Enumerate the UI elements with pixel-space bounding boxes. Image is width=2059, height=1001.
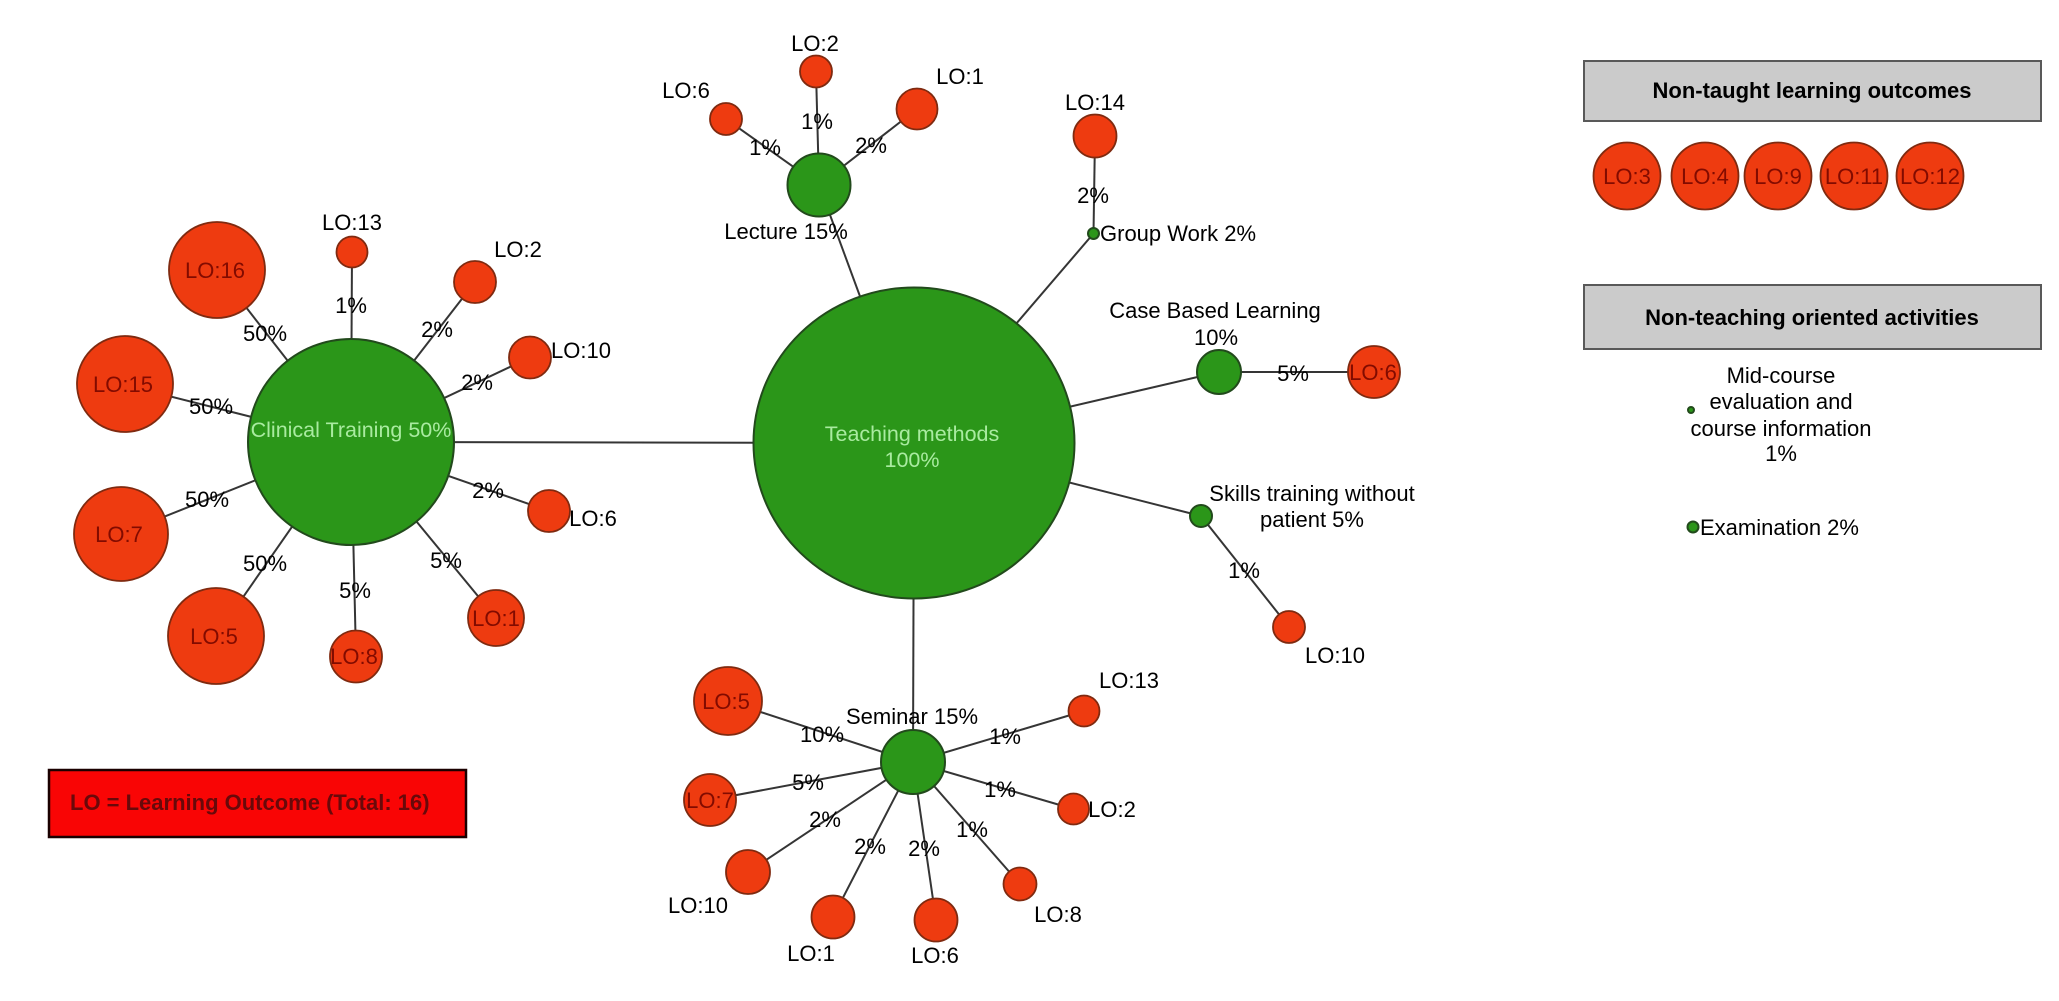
svg-text:5%: 5%: [430, 548, 462, 573]
svg-text:LO:6: LO:6: [569, 506, 617, 531]
svg-text:course information: course information: [1691, 416, 1872, 441]
svg-text:LO:12: LO:12: [1900, 164, 1960, 189]
svg-text:LO:2: LO:2: [1088, 797, 1136, 822]
svg-text:2%: 2%: [461, 370, 493, 395]
svg-text:evaluation and: evaluation and: [1709, 389, 1852, 414]
svg-text:LO:15: LO:15: [93, 372, 153, 397]
svg-text:2%: 2%: [854, 834, 886, 859]
svg-text:1%: 1%: [989, 724, 1021, 749]
svg-text:LO:2: LO:2: [494, 237, 542, 262]
svg-text:50%: 50%: [243, 321, 287, 346]
svg-text:Non-teaching oriented activiti: Non-teaching oriented activities: [1645, 305, 1979, 330]
svg-text:50%: 50%: [243, 551, 287, 576]
svg-text:LO:10: LO:10: [551, 338, 611, 363]
svg-text:2%: 2%: [421, 317, 453, 342]
svg-text:LO:13: LO:13: [322, 210, 382, 235]
svg-text:10%: 10%: [800, 722, 844, 747]
svg-text:LO:1: LO:1: [787, 941, 835, 966]
svg-text:Teaching methods: Teaching methods: [825, 422, 1000, 446]
svg-text:1%: 1%: [749, 135, 781, 160]
svg-text:Clinical Training 50%: Clinical Training 50%: [251, 418, 452, 442]
svg-text:Lecture 15%: Lecture 15%: [724, 219, 848, 244]
svg-text:50%: 50%: [189, 394, 233, 419]
svg-text:2%: 2%: [855, 133, 887, 158]
svg-text:LO:13: LO:13: [1099, 668, 1159, 693]
svg-text:LO:16: LO:16: [185, 258, 245, 283]
svg-text:1%: 1%: [335, 293, 367, 318]
svg-text:LO:2: LO:2: [791, 31, 839, 56]
svg-text:Skills training without: Skills training without: [1209, 481, 1414, 506]
svg-text:LO:7: LO:7: [95, 522, 143, 547]
svg-text:LO:6: LO:6: [1349, 360, 1397, 385]
svg-text:1%: 1%: [984, 777, 1016, 802]
svg-text:5%: 5%: [792, 770, 824, 795]
svg-text:1%: 1%: [956, 817, 988, 842]
svg-text:LO:5: LO:5: [702, 689, 750, 714]
svg-text:100%: 100%: [885, 448, 940, 472]
svg-text:1%: 1%: [1765, 441, 1797, 466]
svg-text:LO:7: LO:7: [686, 788, 734, 813]
svg-text:Examination 2%: Examination 2%: [1700, 515, 1859, 540]
svg-text:LO = Learning Outcome (Total:: LO = Learning Outcome (Total: 16): [70, 790, 430, 815]
svg-text:LO:6: LO:6: [911, 943, 959, 968]
svg-text:Case Based Learning: Case Based Learning: [1109, 298, 1321, 323]
svg-text:50%: 50%: [185, 487, 229, 512]
svg-text:LO:9: LO:9: [1754, 164, 1802, 189]
svg-text:LO:5: LO:5: [190, 624, 238, 649]
svg-text:LO:1: LO:1: [936, 64, 984, 89]
svg-text:LO:6: LO:6: [662, 78, 710, 103]
svg-text:Non-taught learning outcomes: Non-taught learning outcomes: [1653, 78, 1972, 103]
svg-text:LO:8: LO:8: [1034, 902, 1082, 927]
svg-text:LO:8: LO:8: [330, 644, 378, 669]
svg-text:2%: 2%: [908, 836, 940, 861]
svg-text:Mid-course: Mid-course: [1727, 363, 1836, 388]
svg-text:LO:3: LO:3: [1603, 164, 1651, 189]
svg-text:5%: 5%: [339, 578, 371, 603]
svg-text:LO:11: LO:11: [1825, 164, 1883, 189]
svg-text:5%: 5%: [1277, 361, 1309, 386]
svg-text:patient 5%: patient 5%: [1260, 507, 1364, 532]
svg-text:LO:1: LO:1: [472, 606, 520, 631]
svg-text:LO:10: LO:10: [668, 893, 728, 918]
svg-text:2%: 2%: [1077, 183, 1109, 208]
svg-text:2%: 2%: [472, 478, 504, 503]
svg-text:Group Work 2%: Group Work 2%: [1100, 221, 1256, 246]
svg-text:1%: 1%: [801, 109, 833, 134]
svg-text:10%: 10%: [1194, 325, 1238, 350]
svg-text:LO:10: LO:10: [1305, 643, 1365, 668]
svg-text:Seminar 15%: Seminar 15%: [846, 704, 978, 729]
svg-text:LO:4: LO:4: [1681, 164, 1729, 189]
svg-text:2%: 2%: [809, 807, 841, 832]
svg-text:LO:14: LO:14: [1065, 90, 1125, 115]
svg-text:1%: 1%: [1228, 558, 1260, 583]
